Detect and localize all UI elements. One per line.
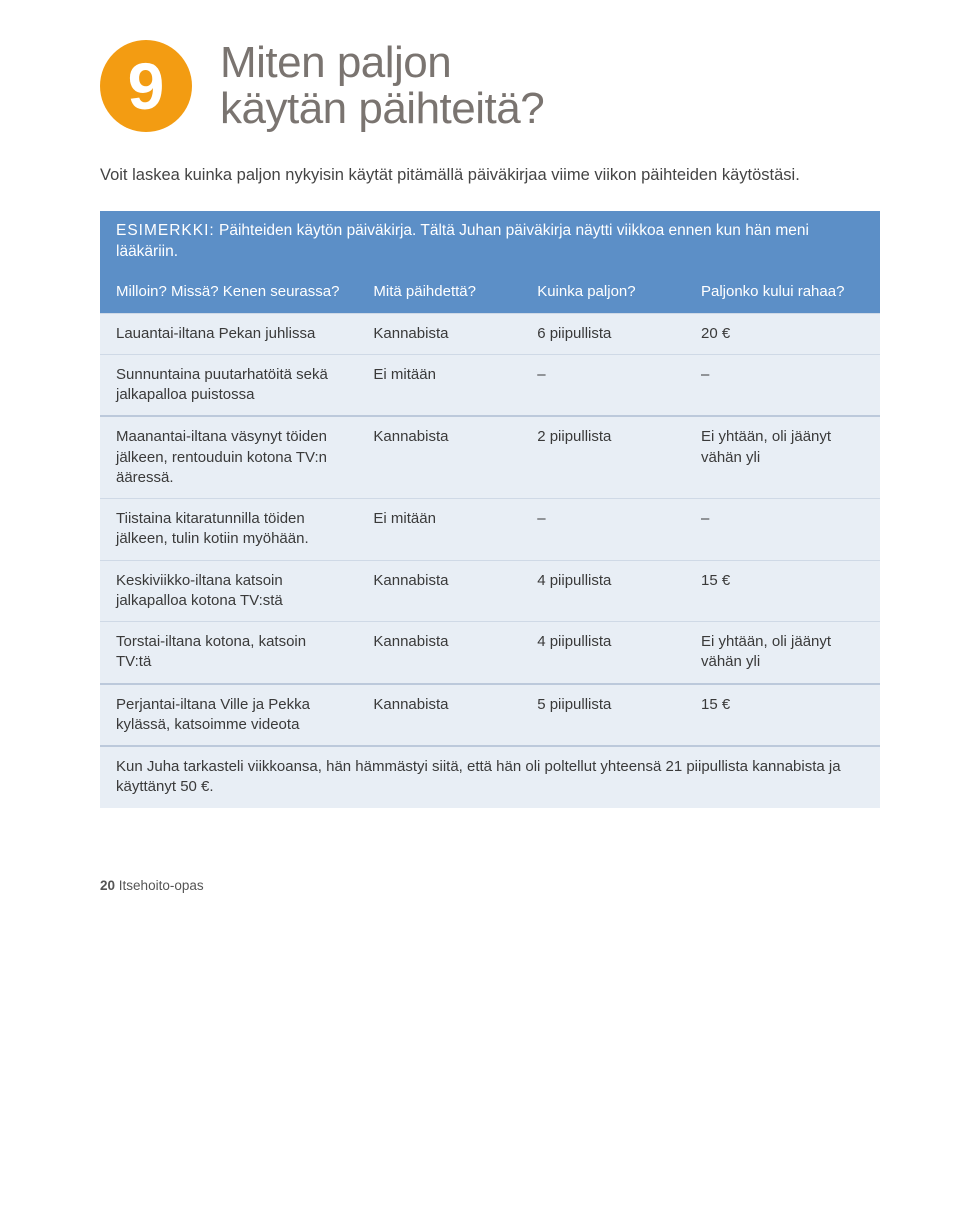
cell-what: Kannabista — [357, 313, 521, 354]
cell-cost: 15 € — [685, 684, 880, 747]
col-when-header: Milloin? Missä? Kenen seurassa? — [100, 272, 357, 313]
cell-what: Ei mitään — [357, 499, 521, 561]
cell-howmuch: 6 piipullista — [521, 313, 685, 354]
table-row: Maanantai-iltana väsynyt töiden jälkeen,… — [100, 416, 880, 498]
cell-cost: 20 € — [685, 313, 880, 354]
cell-cost: – — [685, 354, 880, 416]
chapter-badge: 9 — [100, 40, 192, 132]
cell-howmuch: 4 piipullista — [521, 560, 685, 622]
cell-when: Torstai-iltana kotona, katsoin TV:tä — [100, 622, 357, 684]
cell-when: Maanantai-iltana väsynyt töiden jälkeen,… — [100, 416, 357, 498]
col-howmuch-header: Kuinka paljon? — [521, 272, 685, 313]
cell-what: Kannabista — [357, 684, 521, 747]
page-number: 20 — [100, 878, 115, 893]
cell-what: Kannabista — [357, 622, 521, 684]
page-footer: 20 Itsehoito-opas — [100, 878, 880, 893]
title-block: Miten paljon käytän päihteitä? — [220, 40, 544, 132]
col-cost-header: Paljonko kului rahaa? — [685, 272, 880, 313]
cell-when: Lauantai-iltana Pekan juhlissa — [100, 313, 357, 354]
example-label: ESIMERKKI: — [116, 222, 215, 239]
cell-when: Tiistaina kitaratunnilla töiden jälkeen,… — [100, 499, 357, 561]
cell-when: Keskiviikko-iltana katsoin jalkapalloa k… — [100, 560, 357, 622]
intro-paragraph: Voit laskea kuinka paljon nykyisin käytä… — [100, 164, 800, 186]
cell-howmuch: – — [521, 499, 685, 561]
cell-howmuch: 2 piipullista — [521, 416, 685, 498]
table-header-row: Milloin? Missä? Kenen seurassa? Mitä päi… — [100, 272, 880, 313]
page-header: 9 Miten paljon käytän päihteitä? — [100, 40, 880, 132]
cell-cost: Ei yhtään, oli jäänyt vähän yli — [685, 622, 880, 684]
cell-cost: 15 € — [685, 560, 880, 622]
cell-what: Kannabista — [357, 560, 521, 622]
cell-cost: Ei yhtään, oli jäänyt vähän yli — [685, 416, 880, 498]
diary-table: Milloin? Missä? Kenen seurassa? Mitä päi… — [100, 272, 880, 807]
page-title: Miten paljon käytän päihteitä? — [220, 40, 544, 132]
cell-howmuch: 4 piipullista — [521, 622, 685, 684]
book-title: Itsehoito-opas — [119, 878, 204, 893]
title-line-1: Miten paljon — [220, 38, 451, 87]
summary-text: Kun Juha tarkasteli viikkoansa, hän hämm… — [100, 746, 880, 808]
table-row: Torstai-iltana kotona, katsoin TV:täKann… — [100, 622, 880, 684]
cell-howmuch: 5 piipullista — [521, 684, 685, 747]
title-line-2: käytän päihteitä? — [220, 84, 544, 133]
cell-cost: – — [685, 499, 880, 561]
table-row: Tiistaina kitaratunnilla töiden jälkeen,… — [100, 499, 880, 561]
chapter-number: 9 — [128, 53, 165, 119]
summary-row: Kun Juha tarkasteli viikkoansa, hän hämm… — [100, 746, 880, 808]
cell-what: Ei mitään — [357, 354, 521, 416]
table-row: Sunnuntaina puutarhatöitä sekä jalkapall… — [100, 354, 880, 416]
table-row: Keskiviikko-iltana katsoin jalkapalloa k… — [100, 560, 880, 622]
cell-when: Sunnuntaina puutarhatöitä sekä jalkapall… — [100, 354, 357, 416]
table-row: Lauantai-iltana Pekan juhlissaKannabista… — [100, 313, 880, 354]
table-row: Perjantai-iltana Ville ja Pekka kylässä,… — [100, 684, 880, 747]
cell-when: Perjantai-iltana Ville ja Pekka kylässä,… — [100, 684, 357, 747]
cell-what: Kannabista — [357, 416, 521, 498]
col-what-header: Mitä päihdettä? — [357, 272, 521, 313]
cell-howmuch: – — [521, 354, 685, 416]
example-box: ESIMERKKI: Päihteiden käytön päiväkirja.… — [100, 211, 880, 808]
example-text: Päihteiden käytön päiväkirja. Tältä Juha… — [116, 222, 809, 260]
example-header: ESIMERKKI: Päihteiden käytön päiväkirja.… — [100, 211, 880, 273]
